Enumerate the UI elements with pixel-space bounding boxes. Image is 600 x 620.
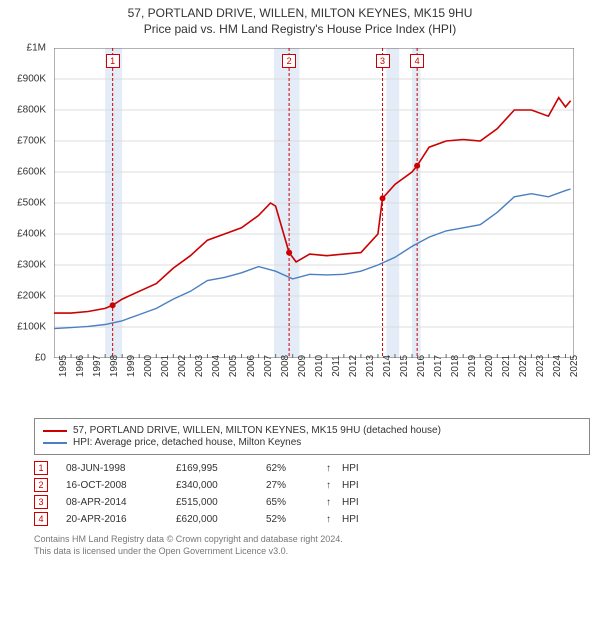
series-hpi xyxy=(54,189,571,329)
x-tick-label: 2020 xyxy=(484,355,495,377)
y-tick-label: £1M xyxy=(27,43,46,54)
sales-row: 4 20-APR-2016£620,00052%↑HPI xyxy=(34,512,590,526)
y-tick-label: £0 xyxy=(35,353,46,364)
y-tick-label: £400K xyxy=(17,229,46,240)
x-tick-label: 2025 xyxy=(569,355,580,377)
y-tick-label: £500K xyxy=(17,198,46,209)
sale-ref: HPI xyxy=(342,514,382,525)
sale-dot xyxy=(380,195,386,201)
footer-line2: This data is licensed under the Open Gov… xyxy=(34,546,590,558)
sale-marker-box: 1 xyxy=(106,54,120,68)
x-tick-label: 2006 xyxy=(246,355,257,377)
x-tick-label: 2003 xyxy=(194,355,205,377)
plot-area: 1 2 3 4 xyxy=(54,48,574,358)
x-tick-label: 1998 xyxy=(109,355,120,377)
sale-date: 08-APR-2014 xyxy=(66,497,176,508)
x-tick-label: 1995 xyxy=(58,355,69,377)
sales-row-marker: 2 xyxy=(34,478,48,492)
sales-row-marker: 3 xyxy=(34,495,48,509)
sales-row-marker: 1 xyxy=(34,461,48,475)
sale-price: £515,000 xyxy=(176,497,266,508)
sales-row-marker: 4 xyxy=(34,512,48,526)
legend-row: 57, PORTLAND DRIVE, WILLEN, MILTON KEYNE… xyxy=(43,425,581,436)
x-tick-label: 2007 xyxy=(263,355,274,377)
x-tick-label: 2012 xyxy=(348,355,359,377)
x-tick-label: 2005 xyxy=(228,355,239,377)
sale-marker-box: 2 xyxy=(282,54,296,68)
sale-marker-box: 3 xyxy=(376,54,390,68)
x-tick-label: 2017 xyxy=(433,355,444,377)
title-subtitle: Price paid vs. HM Land Registry's House … xyxy=(0,22,600,36)
sale-marker-box: 4 xyxy=(410,54,424,68)
legend: 57, PORTLAND DRIVE, WILLEN, MILTON KEYNE… xyxy=(34,418,590,455)
series-property_price xyxy=(54,98,571,314)
x-axis-labels: 1995199619971998199920002001200220032004… xyxy=(54,362,574,412)
x-tick-label: 2008 xyxy=(280,355,291,377)
x-tick-label: 2002 xyxy=(177,355,188,377)
arrow-up-icon: ↑ xyxy=(326,514,342,525)
chart-svg xyxy=(54,48,574,358)
y-tick-label: £900K xyxy=(17,74,46,85)
sale-dot xyxy=(414,163,420,169)
sale-pct: 52% xyxy=(266,514,326,525)
arrow-up-icon: ↑ xyxy=(326,497,342,508)
sale-ref: HPI xyxy=(342,480,382,491)
sale-pct: 62% xyxy=(266,463,326,474)
x-tick-label: 1996 xyxy=(75,355,86,377)
y-tick-label: £700K xyxy=(17,136,46,147)
arrow-up-icon: ↑ xyxy=(326,463,342,474)
sale-dot xyxy=(110,302,116,308)
legend-label: HPI: Average price, detached house, Milt… xyxy=(73,437,301,448)
x-tick-label: 2010 xyxy=(314,355,325,377)
x-tick-label: 2015 xyxy=(399,355,410,377)
x-tick-label: 2018 xyxy=(450,355,461,377)
sale-date: 08-JUN-1998 xyxy=(66,463,176,474)
title-address: 57, PORTLAND DRIVE, WILLEN, MILTON KEYNE… xyxy=(0,6,600,20)
sale-price: £169,995 xyxy=(176,463,266,474)
sale-dot xyxy=(286,250,292,256)
footer-attribution: Contains HM Land Registry data © Crown c… xyxy=(34,534,590,557)
legend-row: HPI: Average price, detached house, Milt… xyxy=(43,437,581,448)
sales-row: 2 16-OCT-2008£340,00027%↑HPI xyxy=(34,478,590,492)
sales-row: 3 08-APR-2014£515,00065%↑HPI xyxy=(34,495,590,509)
x-tick-label: 1997 xyxy=(92,355,103,377)
legend-label: 57, PORTLAND DRIVE, WILLEN, MILTON KEYNE… xyxy=(73,425,441,436)
sales-table: 108-JUN-1998£169,99562%↑HPI216-OCT-2008£… xyxy=(34,461,590,526)
sale-price: £340,000 xyxy=(176,480,266,491)
x-tick-label: 2000 xyxy=(143,355,154,377)
x-tick-label: 2016 xyxy=(416,355,427,377)
x-tick-label: 2013 xyxy=(365,355,376,377)
x-tick-label: 2009 xyxy=(297,355,308,377)
sales-row: 1 08-JUN-1998£169,99562%↑HPI xyxy=(34,461,590,475)
y-tick-label: £600K xyxy=(17,167,46,178)
chart-container: £0 £100K £200K £300K £400K £500K £600K £700K £80… xyxy=(10,44,590,414)
y-tick-label: £800K xyxy=(17,105,46,116)
sale-pct: 27% xyxy=(266,480,326,491)
x-tick-label: 1999 xyxy=(126,355,137,377)
x-tick-label: 2024 xyxy=(552,355,563,377)
x-tick-label: 2023 xyxy=(535,355,546,377)
chart-title-block: 57, PORTLAND DRIVE, WILLEN, MILTON KEYNE… xyxy=(0,0,600,36)
sale-price: £620,000 xyxy=(176,514,266,525)
y-axis-labels: £0£100K£200K£300K£400K£500K£600K£700K£80… xyxy=(10,48,50,358)
x-tick-label: 2001 xyxy=(160,355,171,377)
sale-ref: HPI xyxy=(342,463,382,474)
x-tick-label: 2019 xyxy=(467,355,478,377)
y-tick-label: £300K xyxy=(17,260,46,271)
sale-date: 20-APR-2016 xyxy=(66,514,176,525)
arrow-up-icon: ↑ xyxy=(326,480,342,491)
x-tick-label: 2011 xyxy=(331,355,342,377)
sale-date: 16-OCT-2008 xyxy=(66,480,176,491)
y-tick-label: £200K xyxy=(17,291,46,302)
y-tick-label: £100K xyxy=(17,322,46,333)
x-tick-label: 2021 xyxy=(501,355,512,377)
sale-ref: HPI xyxy=(342,497,382,508)
legend-swatch xyxy=(43,430,67,432)
x-tick-label: 2014 xyxy=(382,355,393,377)
x-tick-label: 2022 xyxy=(518,355,529,377)
x-tick-label: 2004 xyxy=(211,355,222,377)
footer-line1: Contains HM Land Registry data © Crown c… xyxy=(34,534,590,546)
legend-swatch xyxy=(43,442,67,444)
sale-pct: 65% xyxy=(266,497,326,508)
